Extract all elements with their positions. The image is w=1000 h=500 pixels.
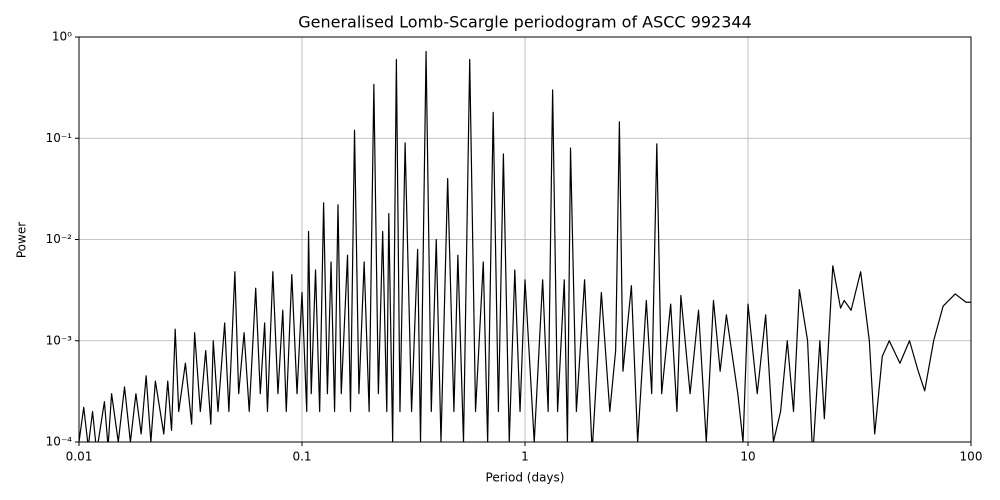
plot-area [79, 50, 971, 442]
y-axis-label: Power [15, 222, 29, 258]
x-tick-label: 1 [521, 450, 529, 464]
x-tick-label: 100 [960, 450, 983, 464]
y-tick-label: 10⁻² [46, 232, 73, 246]
periodogram-line [79, 50, 971, 442]
y-tick-label: 10⁰ [52, 30, 72, 44]
y-tick-label: 10⁻³ [46, 333, 73, 347]
chart-title: Generalised Lomb-Scargle periodogram of … [298, 13, 752, 32]
ticks: 0.01 0.1 1 10 100 10⁻⁴ 10⁻³ 10⁻² 10⁻¹ 10⁰ [46, 30, 983, 464]
x-tick-label: 0.1 [292, 450, 311, 464]
y-tick-label: 10⁻¹ [46, 131, 73, 145]
x-tick-label: 10 [740, 450, 755, 464]
x-tick-label: 0.01 [66, 450, 93, 464]
x-axis-label: Period (days) [486, 471, 565, 485]
y-tick-label: 10⁻⁴ [46, 435, 73, 449]
